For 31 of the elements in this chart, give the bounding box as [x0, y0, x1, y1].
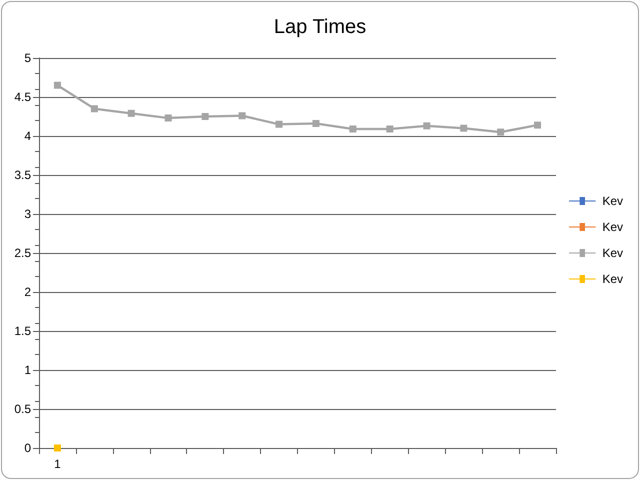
- legend-label: Kev: [602, 272, 624, 286]
- y-tick-label: 1.5: [14, 324, 32, 338]
- y-tick-label: 3: [24, 207, 32, 221]
- point: [460, 124, 468, 132]
- point: [534, 122, 542, 129]
- point: [238, 112, 246, 120]
- y-tick-label: 4.5: [14, 90, 32, 104]
- legend-label: Kev: [602, 220, 624, 234]
- point: [312, 120, 320, 128]
- legend-label: Kev: [602, 246, 624, 260]
- chart-title: Lap Times: [274, 16, 366, 38]
- y-tick-label: 2.5: [14, 246, 32, 260]
- point: [497, 128, 504, 136]
- point: [349, 125, 356, 132]
- y-tick-label: 1: [24, 363, 32, 377]
- y-tick-label: 3.5: [14, 168, 32, 182]
- point: [276, 120, 283, 128]
- point: [202, 113, 209, 120]
- point: [128, 110, 135, 117]
- legend-label: Kev: [602, 194, 624, 208]
- y-tick-label: 5: [24, 51, 32, 65]
- point: [164, 114, 172, 122]
- point: [54, 82, 61, 89]
- y-tick-label: 4: [24, 129, 32, 143]
- point: [423, 122, 430, 130]
- point: [386, 125, 394, 132]
- y-tick-label: 0.5: [14, 402, 32, 416]
- y-tick-label: 2: [24, 285, 32, 299]
- point: [90, 105, 98, 112]
- y-tick-label: 0: [24, 441, 32, 455]
- point: [54, 444, 61, 452]
